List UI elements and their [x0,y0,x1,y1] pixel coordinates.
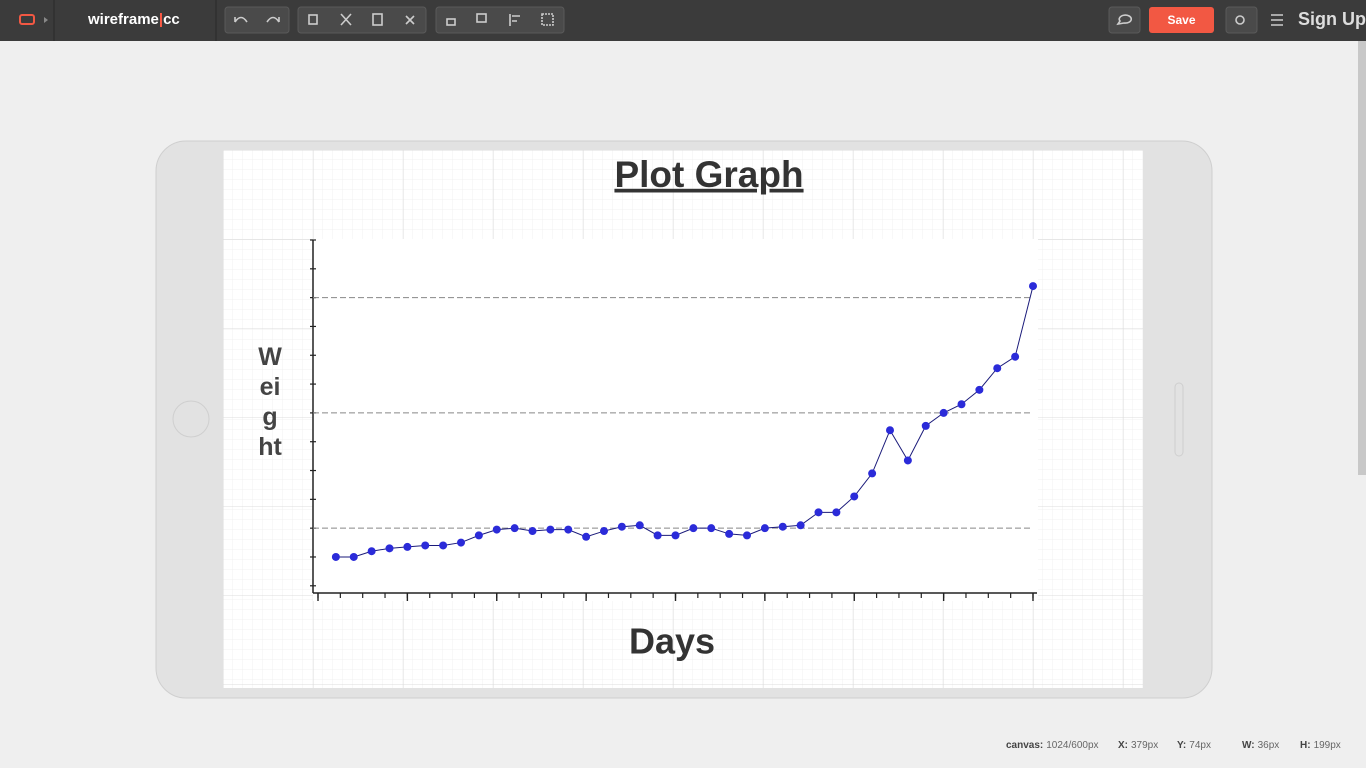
save-button[interactable]: Save [1149,7,1214,33]
data-point [635,521,644,530]
data-point [725,529,734,538]
data-point [439,541,448,550]
logo-text: cc [163,11,180,28]
redo-icon[interactable] [266,16,280,23]
data-point [510,524,519,533]
data-point [421,541,430,550]
data-point [600,527,608,536]
menu-icon[interactable] [1271,14,1283,26]
data-point [975,385,984,394]
status-item: H: 199px [1300,740,1341,751]
plot-area [313,239,1038,601]
status-value: 379px [1131,740,1159,751]
chart-title: Plot Graph [614,154,803,195]
data-point [546,525,555,534]
data-point [921,421,930,430]
paste-icon[interactable] [372,13,383,26]
settings-icon[interactable] [1235,15,1245,25]
toolbar-icons [19,0,1283,41]
settings-button[interactable] [1225,6,1258,34]
status-value: 74px [1189,740,1211,751]
y-axis-label: Weight [258,343,282,461]
caret [44,17,48,23]
align-icon[interactable] [509,14,520,26]
status-item: X: 379px [1118,740,1158,751]
status-label: Y: [1177,740,1187,751]
status-value: 36px [1257,740,1280,751]
status-label: canvas: [1006,740,1044,751]
status-label: H: [1300,740,1311,751]
device-icon[interactable] [19,14,35,25]
data-point [653,531,662,540]
data-point [474,531,483,540]
layer-icon[interactable] [476,13,487,23]
data-point [582,532,591,541]
status-label: W: [1242,740,1255,751]
series-line [335,285,1034,558]
data-point [457,538,465,547]
comment-button[interactable] [1108,6,1141,34]
data-point [903,456,912,465]
data-point [814,508,823,517]
data-point [385,544,394,553]
undo-icon[interactable] [234,16,248,23]
data-point [617,522,626,531]
data-point [367,547,376,556]
data-point [349,552,358,561]
x-axis-label: Days [629,621,715,662]
data-point [743,531,751,540]
data-point [832,508,841,517]
data-point [492,525,501,534]
data-point [850,492,859,501]
status-item: W: 36px [1242,740,1279,751]
comment-icon[interactable] [1116,14,1133,26]
delete-icon[interactable] [405,15,415,25]
data-point [796,521,805,530]
data-point [957,400,966,409]
home-button [172,400,210,438]
logo-separator: | [158,11,164,28]
group-icon[interactable] [541,13,554,26]
sign-up-link[interactable]: Sign Up [1298,9,1366,29]
plot [310,239,1037,601]
logo[interactable]: wireframe|cc [88,11,180,28]
edit-group[interactable] [297,6,427,34]
status-item: canvas: 1024/600px [1006,740,1099,751]
scrollbar[interactable] [1358,41,1366,475]
status-value: 199px [1313,740,1341,751]
data-point [671,531,680,540]
data-point [1011,352,1020,361]
side-slot [1174,382,1184,457]
status-item: Y: 74px [1177,740,1211,751]
data-point [689,524,698,533]
cut-icon[interactable] [340,13,352,26]
data-point [760,524,769,533]
arrange-group[interactable] [435,6,565,34]
logo-text: wireframe [88,11,159,28]
data-point [528,527,537,536]
data-point [564,525,573,534]
toolbar: wireframe|cc Save Sign Up [0,0,1366,41]
status-value: 1024/600px [1046,740,1099,751]
data-point [707,524,716,533]
data-point [993,364,1002,373]
data-point [1029,282,1037,291]
data-point [778,522,787,531]
data-point [939,408,948,417]
data-point [886,426,894,435]
status-bar: canvas: 1024/600px X: 379px Y: 74px W: 36px H: 19… [992,737,1358,755]
copy-icon[interactable] [308,14,318,25]
data-point [403,542,412,551]
data-point [331,552,340,561]
status-label: X: [1118,740,1128,751]
data-point [868,469,877,478]
history-group[interactable] [224,6,290,34]
lock-icon[interactable] [446,18,456,26]
